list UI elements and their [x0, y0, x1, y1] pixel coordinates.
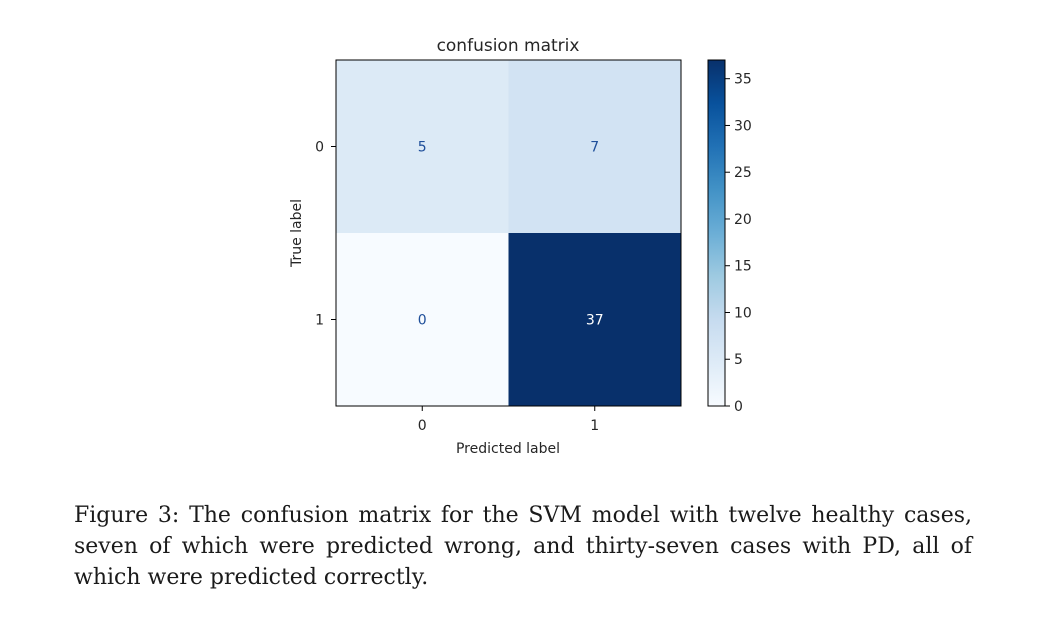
colorbar [707, 59, 726, 407]
y-axis-label: True label [289, 199, 305, 268]
cell-value-label: 0 [418, 313, 427, 329]
matrix-cell [336, 233, 509, 407]
colorbar-tick-label: 25 [734, 165, 752, 181]
plot-frame [335, 59, 682, 407]
colorbar-ticks: 0 5 10 15 20 25 30 35 [725, 72, 752, 415]
x-axis-label: Predicted label [456, 441, 560, 457]
matrix-cells [336, 60, 682, 407]
colorbar-tick-label: 5 [734, 352, 743, 368]
figure-caption: Figure 3: The confusion matrix for the S… [74, 503, 972, 590]
matrix-cell [508, 60, 682, 234]
colorbar-tick-label: 20 [734, 212, 752, 228]
y-tick-label: 0 [315, 140, 324, 156]
matrix-cell-labels: 5 7 0 37 [418, 140, 604, 329]
cell-value-label: 37 [586, 313, 604, 329]
y-axis-ticks: 01 [315, 140, 336, 329]
y-tick-label: 1 [315, 313, 324, 329]
x-tick-label: 1 [590, 418, 599, 434]
colorbar-tick-label: 0 [734, 399, 743, 415]
cell-value-label: 7 [590, 140, 599, 156]
colorbar-tick-label: 35 [734, 72, 752, 88]
colorbar-tick-label: 10 [734, 305, 752, 321]
colorbar-tick-label: 15 [734, 259, 752, 275]
colorbar-tick-label: 30 [734, 118, 752, 134]
chart-title: confusion matrix [437, 36, 580, 56]
cell-value-label: 5 [418, 140, 427, 156]
x-tick-label: 0 [418, 418, 427, 434]
matrix-cell [508, 233, 682, 407]
matrix-cell [336, 60, 509, 234]
